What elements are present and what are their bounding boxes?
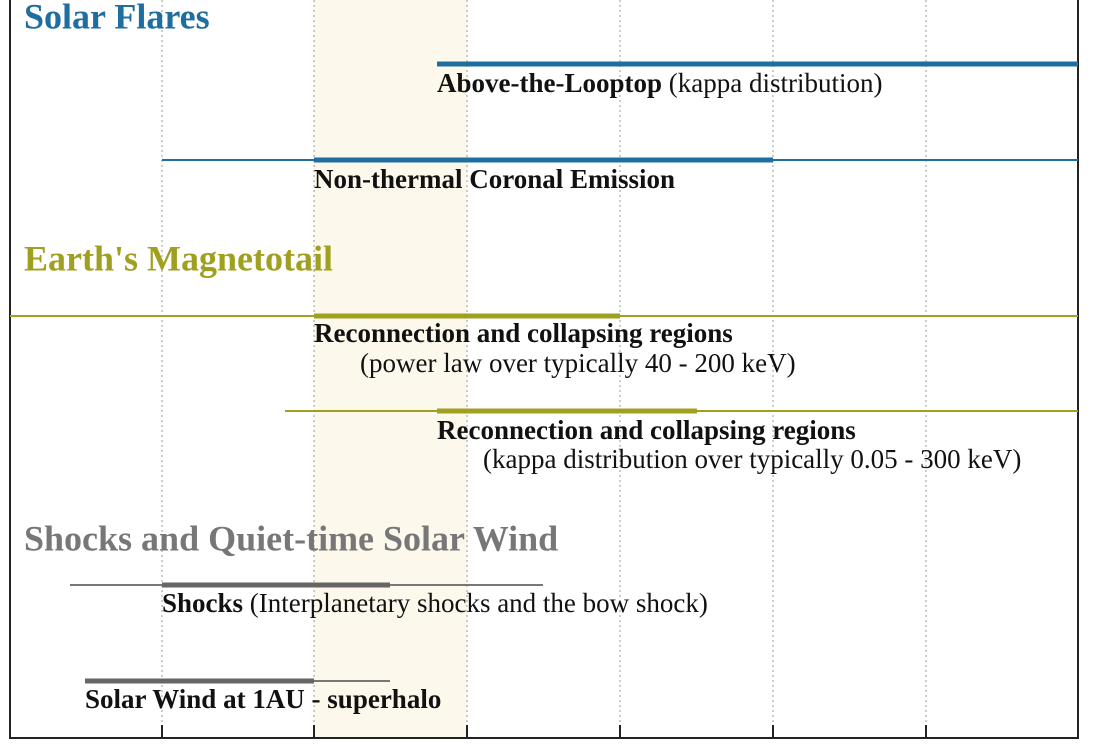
entry-label: Solar Wind at 1AU - superhalo <box>85 684 441 714</box>
grid <box>161 0 927 738</box>
entry-note: (kappa distribution) <box>669 68 883 98</box>
entry-label: Reconnection and collapsing regions <box>314 318 733 348</box>
frame <box>9 0 1079 739</box>
entry-note: (Interplanetary shocks and the bow shock… <box>250 588 708 618</box>
entry: Shocks (Interplanetary shocks and the bo… <box>162 588 708 618</box>
section-title: Solar Flares <box>24 0 210 36</box>
entry-label: Non-thermal Coronal Emission <box>314 164 675 194</box>
shaded-band <box>314 0 467 738</box>
entry-label: Shocks <box>162 588 243 618</box>
section-title: Earth's Magnetotail <box>24 238 333 278</box>
entry-note: (kappa distribution over typically 0.05 … <box>483 444 1021 474</box>
entry: Above-the-Looptop (kappa distribution) <box>437 68 882 98</box>
entry-note: (power law over typically 40 - 200 keV) <box>360 348 796 378</box>
section-title: Shocks and Quiet-time Solar Wind <box>24 518 558 558</box>
entry-label: Above-the-Looptop <box>437 68 662 98</box>
entry-label: Reconnection and collapsing regions <box>437 415 856 445</box>
